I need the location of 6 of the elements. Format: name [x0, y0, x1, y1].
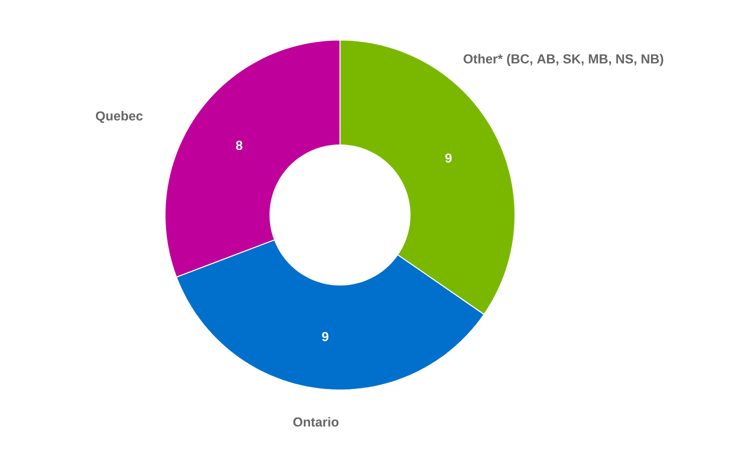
slice-label: Other* (BC, AB, SK, MB, NS, NB): [464, 54, 664, 66]
slice-label: Ontario: [293, 417, 338, 427]
data-label: 8: [236, 140, 242, 150]
data-label: 9: [445, 153, 452, 163]
data-label: 9: [322, 332, 328, 342]
slice-label: Quebec: [96, 111, 143, 123]
